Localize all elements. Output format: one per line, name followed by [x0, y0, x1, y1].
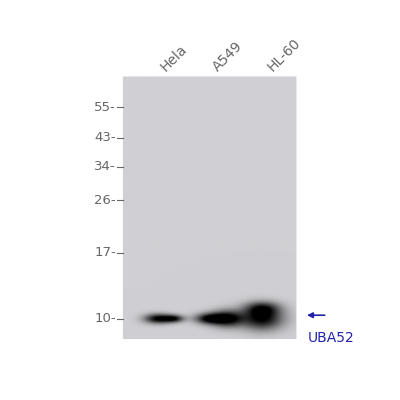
Text: 26-: 26- [94, 194, 116, 207]
Text: UBA52: UBA52 [307, 331, 354, 345]
Text: 10-: 10- [94, 312, 116, 325]
Text: HL-60: HL-60 [265, 36, 304, 74]
Text: 34-: 34- [94, 160, 116, 174]
Text: 43-: 43- [94, 131, 116, 144]
Bar [123, 77, 296, 339]
Text: 17-: 17- [94, 246, 116, 260]
Text: A549: A549 [210, 39, 245, 74]
Text: Hela: Hela [158, 42, 190, 74]
Text: 55-: 55- [94, 101, 116, 114]
